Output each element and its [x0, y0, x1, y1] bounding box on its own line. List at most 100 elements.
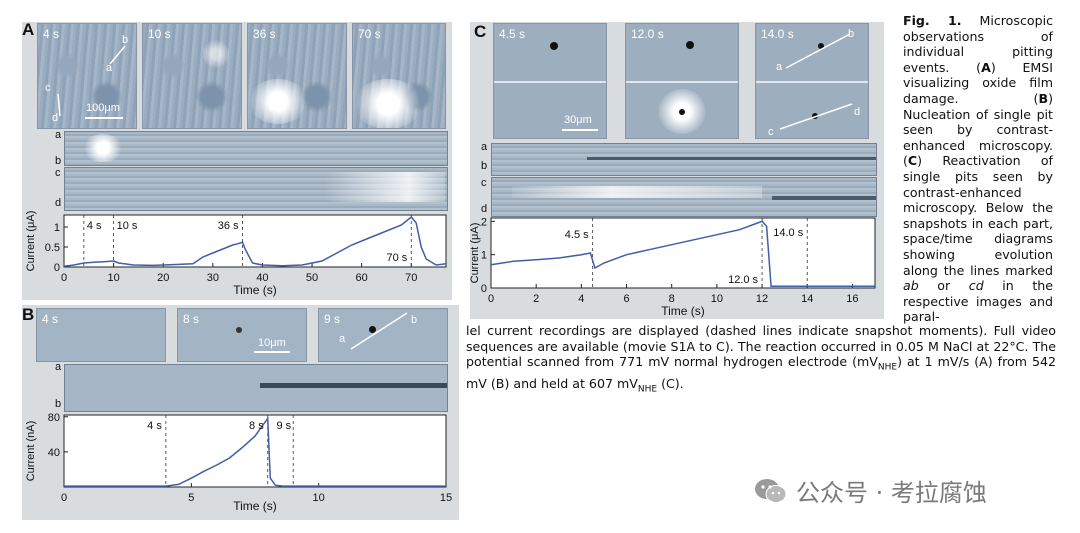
oxide-damage-spot	[353, 79, 423, 128]
line-label-b: b	[848, 28, 855, 40]
plot-area	[63, 414, 447, 488]
caption-run: ) Reactivation of single pits seen by co…	[903, 153, 1053, 278]
panel-b-label: B	[22, 305, 35, 324]
scale-bar	[254, 351, 290, 353]
snapshot-divider	[494, 81, 606, 83]
y-tick-label: 0	[481, 283, 487, 295]
snapshot-overlay	[57, 45, 126, 119]
panel-a-snapshot-3: 36 s	[247, 23, 347, 129]
snapshot-time-label: 70 s	[358, 27, 381, 41]
caption-text: lel current recordings are displayed (da…	[466, 323, 1056, 370]
pit-dot	[812, 113, 818, 119]
stripe-label-a: a	[55, 129, 62, 141]
stripe-label-b: b	[481, 160, 488, 172]
line-label-a: a	[339, 333, 346, 345]
snapshot-time-label: 9 s	[324, 312, 341, 326]
caption-run: C	[907, 153, 918, 169]
snapshot-marker-label: 10 s	[117, 220, 138, 232]
caption-run: or	[918, 278, 969, 294]
y-tick-label: 0	[54, 262, 60, 274]
caption-run: Fig. 1.	[903, 13, 962, 28]
wechat-icon	[754, 478, 788, 504]
caption-run: ) Nucleation of single pit seen by contr…	[903, 90, 1053, 169]
snapshot-time-label: 8 s	[183, 312, 200, 326]
caption-run: Microscopic observations of individual p…	[903, 13, 1053, 75]
panel-c-label: C	[474, 22, 487, 41]
panel-c-snapshot-1: 4.5 s 30μm	[493, 23, 607, 139]
snapshot-marker-label: 36 s	[218, 220, 239, 232]
caption-subscript: NHE	[637, 384, 658, 395]
line-label-d: d	[52, 112, 59, 124]
pit-dot	[369, 326, 376, 333]
panel-b-snapshot-2: 8 s 10μm	[177, 308, 307, 362]
stripe-label-c: c	[55, 167, 61, 179]
current-series-line	[490, 220, 875, 288]
caption-run: ab	[903, 278, 919, 294]
panel-c-snapshot-3: 14.0 s b a d c	[755, 23, 869, 139]
y-tick-label: 40	[48, 447, 60, 459]
y-axis-label: Current (μA)	[25, 211, 37, 272]
line-label-a: a	[106, 62, 113, 74]
x-axis-label: Time (s)	[661, 304, 705, 318]
pit-dot	[236, 327, 242, 333]
x-tick-label: 0	[61, 272, 67, 284]
panel-a-snapshot-2: 10 s	[142, 23, 242, 129]
scale-bar-label: 10μm	[258, 337, 286, 349]
current-series-line	[64, 416, 446, 487]
x-tick-label: 4	[578, 293, 584, 305]
snapshot-time-label: 4 s	[42, 312, 59, 326]
snapshot-divider	[756, 81, 868, 83]
panel-b-snapshot-1: 4 s	[36, 308, 166, 362]
x-tick-label: 12	[756, 293, 768, 305]
y-tick-label: 80	[48, 412, 60, 424]
y-tick-label: 1	[54, 222, 60, 234]
caption-run: cd	[968, 278, 984, 294]
chart-b-current: 0 5 10 15 40 80 4 s 8 s 9 s Time (s) Current (nA)	[25, 412, 452, 513]
stripe-label-b: b	[55, 155, 62, 167]
caption-text: ) at 1 mV/s (A) from 542 mV (B) and held…	[466, 354, 1056, 392]
x-tick-label: 10	[313, 492, 325, 504]
line-label-c: c	[45, 82, 51, 94]
snapshot-time-label: 12.0 s	[631, 27, 664, 41]
x-tick-label: 0	[488, 293, 494, 305]
snapshot-time-label: 14.0 s	[761, 27, 794, 41]
chart-a-current: 0 10 20 30 40 50 60 70 0 0.5 1 4 s 10 s 36 s 70 s Time …	[25, 211, 447, 297]
space-time-diagram-cd	[491, 177, 877, 217]
panel-a-snapshot-4: 70 s	[352, 23, 446, 129]
y-tick-label: 1	[481, 250, 487, 262]
stripe-label-b: b	[55, 398, 62, 410]
line-label-a: a	[776, 61, 783, 73]
space-time-diagram-ab	[64, 131, 448, 166]
stripe-label-a: a	[55, 361, 62, 373]
y-axis-label: Current (nA)	[25, 421, 37, 482]
diagram-dark-line	[772, 196, 876, 200]
caption-run: in the respective images and paral-	[903, 278, 1053, 325]
oxide-damage-spot	[248, 79, 308, 124]
space-time-diagram-ab	[491, 143, 877, 176]
line-label-b: b	[411, 314, 418, 326]
y-axis-label: Current (μA)	[470, 223, 481, 284]
x-tick-label: 30	[207, 272, 219, 284]
current-series-line	[63, 215, 447, 267]
x-tick-label: 40	[256, 272, 268, 284]
diagram-bright-spot	[83, 134, 123, 162]
stripe-label-d: d	[55, 197, 62, 209]
x-tick-label: 70	[405, 272, 417, 284]
caption-subscript: NHE	[877, 362, 898, 373]
snapshot-marker-label: 4.5 s	[565, 229, 589, 241]
snapshot-marker-label: 8 s	[249, 420, 264, 432]
x-tick-label: 2	[533, 293, 539, 305]
snapshot-marker-label: 9 s	[277, 420, 292, 432]
x-axis-label: Time (s)	[233, 283, 277, 297]
caption-run: A	[981, 59, 991, 75]
x-tick-label: 14	[801, 293, 813, 305]
snapshot-marker-label: 12.0 s	[728, 274, 758, 286]
snapshot-time-label: 4.5 s	[499, 27, 526, 41]
snapshot-overlay	[350, 312, 408, 350]
x-tick-label: 8	[669, 293, 675, 305]
watermark: 公众号 · 考拉腐蚀	[754, 473, 987, 508]
pit-dot	[679, 109, 685, 115]
line-label-d: d	[854, 106, 861, 118]
space-time-diagram-cd	[64, 167, 448, 211]
line-label-c: c	[768, 126, 774, 138]
